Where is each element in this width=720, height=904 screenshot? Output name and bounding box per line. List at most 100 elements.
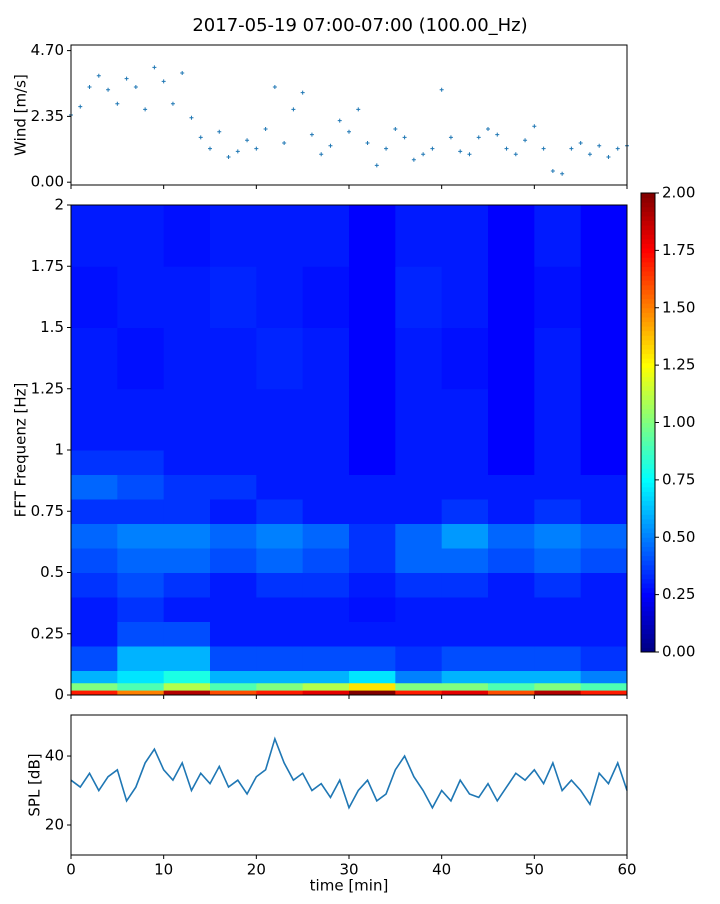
cell	[580, 621, 628, 647]
point	[560, 171, 565, 176]
colorbar-step	[641, 560, 655, 566]
colorbar-step	[641, 509, 655, 515]
cell	[117, 690, 165, 696]
cell	[210, 450, 257, 475]
colorbar-step	[641, 261, 655, 267]
colorbar-step	[641, 518, 655, 524]
colorbar-step	[641, 271, 655, 277]
cell	[163, 450, 211, 475]
cell	[441, 205, 489, 267]
cell	[534, 327, 582, 390]
point	[254, 146, 259, 151]
point	[189, 115, 194, 120]
point	[347, 129, 351, 134]
colorbar-step	[641, 257, 655, 263]
cell	[441, 266, 489, 328]
cell	[580, 670, 628, 684]
cell	[256, 266, 304, 328]
cell	[488, 682, 535, 691]
colorbar-step	[641, 358, 655, 364]
cell	[71, 499, 118, 524]
colorbar-step	[641, 619, 655, 625]
cell	[349, 597, 396, 622]
cell	[256, 499, 304, 524]
cell	[349, 548, 396, 573]
colorbar-step	[641, 541, 655, 547]
colorbar-step	[641, 431, 655, 437]
cell	[441, 450, 489, 475]
x-tick-label: 10	[154, 861, 173, 879]
colorbar-step	[641, 573, 655, 580]
colorbar-step	[641, 298, 655, 304]
colorbar-step	[641, 344, 655, 350]
cell	[117, 388, 165, 451]
colorbar-step	[641, 427, 655, 433]
point	[180, 71, 185, 75]
point	[523, 138, 528, 143]
cell	[349, 690, 396, 696]
colorbar-step	[641, 486, 655, 492]
cell	[488, 597, 535, 622]
point	[532, 124, 537, 129]
point	[541, 146, 546, 151]
colorbar-step	[641, 362, 655, 368]
y-tick-label: 20	[45, 816, 64, 834]
cell	[349, 670, 396, 684]
cell	[163, 597, 211, 622]
colorbar-step	[641, 468, 655, 474]
point	[374, 163, 379, 168]
cell	[302, 621, 350, 647]
point	[115, 101, 120, 106]
cell	[441, 682, 489, 691]
point	[161, 79, 166, 84]
cell	[163, 670, 211, 684]
y-tick-label: 0.25	[31, 624, 64, 642]
cell	[117, 548, 165, 573]
colorbar-step	[641, 610, 655, 616]
cell	[163, 572, 211, 598]
colorbar-step	[641, 303, 655, 309]
y-tick-label: 1.75	[31, 257, 64, 275]
point	[96, 73, 101, 78]
cell	[349, 621, 396, 647]
point	[365, 141, 370, 145]
colorbar-step	[641, 349, 655, 355]
colorbar-step	[641, 413, 655, 419]
cell	[210, 621, 257, 647]
colorbar-step	[641, 477, 655, 483]
cell	[71, 327, 118, 390]
cell	[256, 523, 304, 549]
cell	[163, 205, 211, 267]
colorbar-step	[641, 454, 655, 460]
colorbar-step	[641, 289, 655, 295]
colorbar-tick-label: 0.75	[662, 470, 695, 488]
cell	[534, 474, 582, 500]
colorbar-step	[641, 500, 655, 506]
y-tick-label: 2.35	[31, 107, 64, 125]
cell	[395, 597, 443, 622]
colorbar-step	[641, 220, 655, 226]
cell	[534, 597, 582, 622]
cell	[580, 205, 628, 267]
cell	[163, 474, 211, 500]
cell	[580, 327, 628, 390]
spl-line	[70, 736, 628, 810]
colorbar-step	[641, 225, 655, 231]
cell	[349, 682, 396, 691]
cell	[210, 205, 257, 267]
cell	[395, 327, 443, 390]
colorbar-step	[641, 537, 655, 543]
colorbar-step	[641, 372, 655, 378]
colorbar-step	[641, 491, 655, 497]
cell	[71, 450, 118, 475]
cell	[580, 548, 628, 573]
cell	[441, 388, 489, 451]
colorbar-step	[641, 215, 655, 222]
colorbar-step	[641, 459, 655, 465]
cell	[256, 548, 304, 573]
cell	[441, 670, 489, 684]
cell	[488, 474, 535, 500]
point	[467, 152, 472, 157]
point	[384, 146, 389, 151]
